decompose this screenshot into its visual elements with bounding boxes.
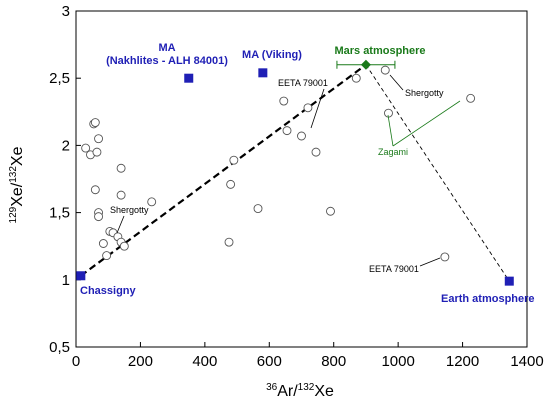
y-tick-label: 1,5 (49, 205, 70, 222)
label-zagami: Zagami (378, 147, 408, 157)
x-axis-title: 36Ar/132Xe (266, 382, 334, 400)
x-axis-ticks: 0 200 400 600 800 1000 1200 1400 (72, 342, 544, 370)
meteorite-point (119, 241, 129, 251)
y-tick-label: 2,5 (49, 70, 70, 87)
y-axis-title: 129Xe/132Xe (8, 146, 26, 223)
label-earth-atmosphere: Earth atmosphere (441, 293, 535, 305)
meteorite-point (311, 147, 321, 157)
x-tick-label: 200 (128, 353, 153, 370)
y-axis-title-tail: Xe (9, 146, 26, 166)
reservoir-square (258, 68, 268, 78)
y-tick-label: 2 (62, 137, 70, 154)
leader-shergotty-upper (389, 74, 404, 91)
y-tick-label: 1 (62, 272, 70, 289)
meteorite-point (102, 251, 112, 261)
mixing-line-bold (80, 63, 367, 277)
mars-atmosphere-marker (336, 59, 396, 70)
meteorite-point (94, 212, 104, 222)
meteorite-point (81, 143, 91, 153)
meteorite-point (297, 131, 306, 141)
leader-zagami-b (387, 114, 394, 147)
label-mars-atmosphere: Mars atmosphere (334, 45, 425, 57)
meteorite-point (253, 204, 263, 214)
label-eeta-upper: EETA 79001 (278, 78, 328, 88)
meteorite-point (92, 147, 102, 157)
meteorite-point (116, 190, 126, 200)
x-axis-title-sup: 36 (266, 382, 278, 393)
x-axis-title-main: Ar/ (277, 383, 298, 400)
y-tick-label: 3 (62, 3, 70, 20)
label-ma-nakhlites-line2: (Nakhlites - ALH 84001) (106, 55, 228, 67)
meteorite-point (229, 155, 239, 165)
x-tick-label: 800 (321, 353, 346, 370)
x-tick-label: 1200 (446, 353, 479, 370)
label-ma-viking: MA (Viking) (242, 49, 302, 61)
trend-lines (80, 63, 510, 282)
meteorite-point (94, 134, 104, 144)
x-tick-label: 1000 (381, 353, 414, 370)
x-tick-label: 600 (257, 353, 282, 370)
y-tick-label: 0,5 (49, 339, 70, 356)
reservoir-square (504, 276, 514, 286)
x-axis-title-sup2: 132 (298, 382, 315, 393)
y-axis-title-sup2: 132 (8, 166, 19, 183)
meteorite-point (116, 163, 126, 173)
leader-eeta-upper (310, 88, 325, 129)
x-axis-title-tail: Xe (314, 383, 334, 400)
label-shergotty-lower: Shergotty (110, 205, 149, 215)
reservoir-square (76, 271, 86, 281)
x-tick-label: 0 (72, 353, 80, 370)
meteorite-point (466, 93, 476, 103)
mixing-line-thin (365, 64, 510, 282)
annotation-leaders (116, 74, 461, 267)
y-axis-title-main: Xe/ (9, 182, 26, 207)
label-shergotty-upper: Shergotty (405, 88, 444, 98)
meteorite-point (303, 103, 313, 113)
mars-atmosphere-diamond (360, 59, 371, 70)
meteorite-point (279, 96, 289, 106)
leader-zagami-a (392, 100, 461, 147)
meteorite-point (326, 206, 335, 216)
meteorite-point (351, 73, 361, 83)
y-axis-title-sup: 129 (8, 206, 19, 223)
reservoir-markers (76, 68, 514, 286)
label-chassigny: Chassigny (80, 285, 137, 297)
leader-shergotty-lower (116, 215, 125, 234)
meteorite-points (81, 65, 476, 262)
leader-eeta-lower (419, 257, 441, 267)
plot-frame (75, 10, 528, 348)
reservoir-square (184, 73, 194, 83)
meteorite-point (90, 118, 100, 128)
x-tick-label: 1400 (510, 353, 543, 370)
meteorite-point (226, 179, 236, 189)
meteorite-point (90, 185, 100, 195)
x-tick-label: 400 (192, 353, 217, 370)
meteorite-point (440, 252, 450, 262)
label-ma-nakhlites-line1: MA (158, 42, 175, 54)
meteorite-point (147, 197, 157, 207)
meteorite-point (224, 237, 234, 247)
meteorite-point (98, 239, 108, 248)
label-eeta-lower: EETA 79001 (369, 264, 419, 274)
meteorite-point (282, 126, 292, 136)
meteorite-point (380, 65, 390, 75)
